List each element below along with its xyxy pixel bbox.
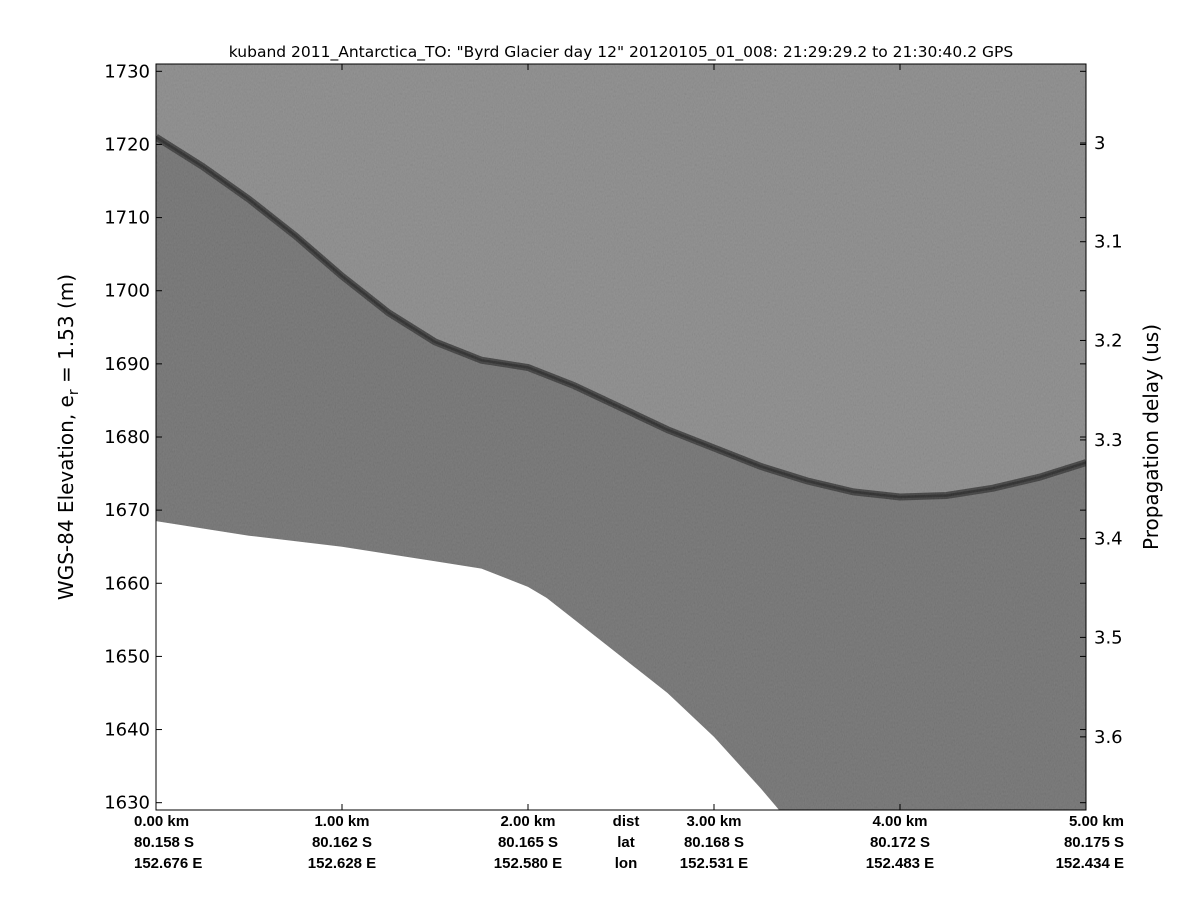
x-tick-lat-label: 80.172 S — [870, 834, 930, 851]
y-axis-label: WGS-84 Elevation, er = 1.53 (m) — [54, 274, 82, 600]
x-row-header-lat: lat — [617, 834, 635, 851]
x-tick-dist-label: 4.00 km — [872, 813, 927, 830]
x-tick-lat-label: 80.162 S — [312, 834, 372, 851]
y2-tick-label: 3.1 — [1094, 232, 1123, 253]
y2-tick-label: 3.6 — [1094, 727, 1123, 748]
x-tick-dist-label: 1.00 km — [314, 813, 369, 830]
y-tick-label: 1690 — [104, 354, 150, 375]
y-tick-label: 1630 — [104, 793, 150, 814]
x-tick-lat-label: 80.175 S — [1064, 834, 1124, 851]
x-tick-lon-label: 152.580 E — [494, 855, 562, 872]
x-tick-lon-label: 152.676 E — [134, 855, 202, 872]
x-tick-dist-label: 3.00 km — [686, 813, 741, 830]
y-tick-label: 1700 — [104, 281, 150, 302]
y-tick-label: 1650 — [104, 646, 150, 667]
x-tick-lat-label: 80.168 S — [684, 834, 744, 851]
y-tick-label: 1680 — [104, 427, 150, 448]
x-row-header-lon: lon — [615, 855, 638, 872]
y2-axis-label: Propagation delay (us) — [1139, 324, 1163, 550]
y-axis-right: 3 3.1 3.2 3.3 3.4 3.5 3.6 — [1080, 133, 1123, 748]
x-row-header-dist: dist — [613, 813, 640, 830]
x-tick-lon-label: 152.531 E — [680, 855, 748, 872]
y-tick-label: 1710 — [104, 208, 150, 229]
y2-tick-label: 3.3 — [1094, 430, 1123, 451]
no-data-region — [156, 521, 780, 810]
x-tick-lon-label: 152.483 E — [866, 855, 934, 872]
y-tick-label: 1670 — [104, 500, 150, 521]
y-tick-label: 1730 — [104, 61, 150, 82]
y2-tick-label: 3.5 — [1094, 627, 1123, 648]
x-tick-lat-label: 80.165 S — [498, 834, 558, 851]
x-tick-dist-label: 0.00 km — [134, 813, 189, 830]
y2-tick-label: 3 — [1094, 133, 1105, 154]
x-tick-lon-label: 152.628 E — [308, 855, 376, 872]
y2-tick-label: 3.2 — [1094, 330, 1123, 351]
y-tick-label: 1660 — [104, 573, 150, 594]
chart-title: kuband 2011_Antarctica_TO: "Byrd Glacier… — [229, 43, 1013, 62]
y-tick-label: 1720 — [104, 134, 150, 155]
y-tick-label: 1640 — [104, 720, 150, 741]
x-tick-dist-label: 2.00 km — [500, 813, 555, 830]
y2-tick-label: 3.4 — [1094, 529, 1123, 550]
x-tick-lon-label: 152.434 E — [1056, 855, 1124, 872]
x-axis-bottom: 0.00 km 80.158 S 152.676 E 1.00 km 80.162 S 1… — [134, 64, 1124, 872]
x-tick-lat-label: 80.158 S — [134, 834, 194, 851]
plot-area — [156, 64, 1086, 810]
x-tick-dist-label: 5.00 km — [1069, 813, 1124, 830]
y-axis-left: 1630 1640 1650 1660 1670 1680 1690 1700 1710 1720… — [104, 61, 1086, 814]
